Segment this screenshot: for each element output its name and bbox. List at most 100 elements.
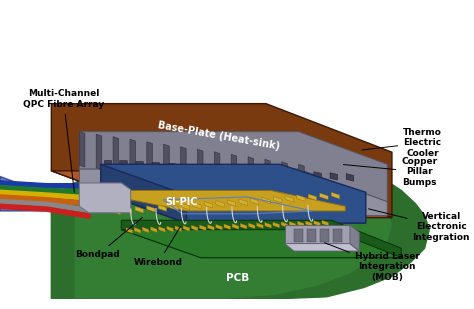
Text: Vertical
Electronic
Integration: Vertical Electronic Integration [368, 209, 470, 242]
Text: Thermo
Electric
Cooler: Thermo Electric Cooler [362, 128, 442, 158]
Polygon shape [299, 164, 304, 200]
Polygon shape [101, 192, 366, 223]
Text: Wirebond: Wirebond [134, 226, 183, 267]
Polygon shape [282, 162, 287, 197]
Polygon shape [167, 226, 173, 232]
Polygon shape [79, 132, 387, 202]
Polygon shape [308, 194, 317, 201]
Polygon shape [216, 224, 222, 230]
Polygon shape [164, 144, 169, 180]
Text: Copper
Pillar
Bumps: Copper Pillar Bumps [343, 157, 438, 187]
Polygon shape [200, 225, 206, 231]
Polygon shape [130, 139, 136, 175]
Polygon shape [333, 229, 343, 242]
Polygon shape [51, 171, 392, 218]
Polygon shape [265, 222, 271, 228]
Polygon shape [51, 156, 429, 299]
Text: Base-Plate (Heat-sink): Base-Plate (Heat-sink) [157, 121, 281, 152]
Polygon shape [120, 161, 127, 166]
Polygon shape [320, 193, 328, 200]
Polygon shape [240, 223, 247, 229]
Polygon shape [320, 229, 329, 242]
Polygon shape [265, 169, 273, 176]
Polygon shape [168, 163, 176, 169]
Polygon shape [256, 223, 263, 228]
Polygon shape [152, 163, 160, 168]
Polygon shape [248, 157, 254, 192]
Polygon shape [284, 243, 359, 251]
Polygon shape [142, 227, 149, 233]
Polygon shape [121, 230, 401, 258]
Polygon shape [322, 220, 328, 226]
Polygon shape [331, 192, 340, 199]
Polygon shape [124, 207, 132, 214]
Polygon shape [330, 173, 337, 180]
Polygon shape [104, 160, 111, 165]
Polygon shape [282, 170, 289, 177]
Polygon shape [250, 198, 259, 205]
Polygon shape [224, 224, 230, 230]
Polygon shape [249, 168, 256, 175]
Polygon shape [297, 195, 305, 201]
Polygon shape [96, 134, 102, 170]
Polygon shape [79, 169, 387, 216]
Polygon shape [197, 149, 203, 185]
Polygon shape [170, 204, 178, 210]
Polygon shape [134, 227, 141, 233]
Polygon shape [217, 166, 224, 173]
Polygon shape [285, 196, 293, 202]
Polygon shape [314, 221, 320, 226]
Polygon shape [214, 152, 220, 187]
Polygon shape [248, 223, 255, 229]
Polygon shape [204, 201, 213, 208]
Polygon shape [135, 206, 144, 213]
Polygon shape [346, 174, 354, 181]
Polygon shape [231, 154, 237, 190]
Text: Multi-Channel
QPC Fibre Array: Multi-Channel QPC Fibre Array [23, 89, 104, 192]
Polygon shape [113, 137, 118, 172]
Text: Bondpad: Bondpad [76, 218, 143, 259]
Text: Hybrid Laser
Integration
(MOB): Hybrid Laser Integration (MOB) [325, 243, 419, 282]
Polygon shape [146, 206, 155, 212]
Polygon shape [265, 159, 271, 195]
Polygon shape [79, 183, 131, 213]
Text: PCB: PCB [226, 273, 250, 283]
Polygon shape [181, 203, 190, 210]
Polygon shape [294, 229, 303, 242]
Polygon shape [181, 147, 186, 182]
Polygon shape [126, 228, 133, 233]
Polygon shape [216, 201, 224, 207]
Polygon shape [121, 220, 401, 258]
Polygon shape [281, 222, 288, 227]
Polygon shape [306, 221, 312, 226]
Polygon shape [201, 165, 208, 171]
Polygon shape [147, 142, 153, 177]
Polygon shape [158, 205, 166, 211]
Polygon shape [101, 164, 187, 223]
Polygon shape [273, 197, 282, 203]
Polygon shape [233, 167, 240, 174]
Polygon shape [191, 225, 198, 231]
Polygon shape [298, 171, 305, 178]
Polygon shape [79, 132, 85, 167]
Polygon shape [228, 200, 236, 206]
Polygon shape [51, 104, 392, 218]
Polygon shape [183, 226, 190, 231]
Polygon shape [193, 202, 201, 209]
Polygon shape [175, 226, 182, 231]
Polygon shape [350, 225, 359, 251]
Polygon shape [112, 208, 120, 215]
Polygon shape [159, 226, 165, 232]
Polygon shape [298, 221, 304, 227]
Polygon shape [184, 164, 192, 171]
Polygon shape [273, 222, 280, 228]
Polygon shape [208, 225, 214, 230]
Polygon shape [289, 222, 296, 227]
Polygon shape [0, 176, 89, 211]
Polygon shape [314, 172, 321, 179]
Polygon shape [262, 197, 271, 204]
Polygon shape [107, 190, 345, 211]
Text: SI-PIC: SI-PIC [166, 197, 198, 207]
Polygon shape [284, 225, 350, 243]
Polygon shape [239, 199, 247, 205]
